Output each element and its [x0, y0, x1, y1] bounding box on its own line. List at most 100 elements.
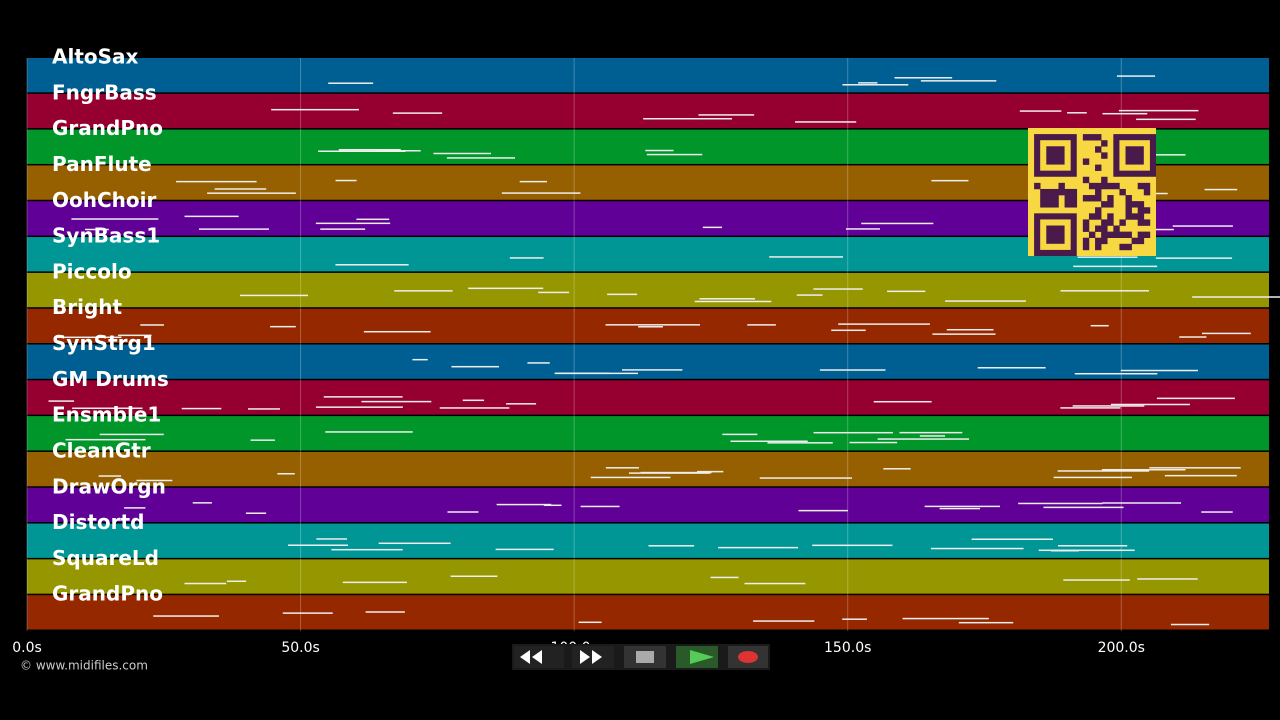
track-lane — [27, 595, 1269, 630]
qr-cell — [1095, 195, 1102, 202]
note — [1102, 502, 1182, 504]
note — [1179, 336, 1207, 338]
qr-cell — [1101, 176, 1108, 184]
play-button[interactable] — [676, 646, 718, 668]
qr-cell — [1095, 243, 1102, 251]
note — [527, 362, 550, 364]
note — [446, 157, 516, 159]
qr-cell — [1088, 134, 1096, 141]
record-button[interactable] — [728, 646, 768, 668]
qr-finder — [1125, 146, 1144, 165]
track-lane — [27, 344, 1269, 379]
qr-cell — [1034, 182, 1041, 190]
note — [646, 153, 703, 156]
note — [924, 505, 1000, 508]
note — [648, 545, 695, 547]
note — [759, 477, 852, 479]
note — [919, 435, 946, 437]
note — [316, 538, 348, 540]
note — [1060, 290, 1149, 292]
qr-cell — [1113, 225, 1120, 232]
qr-cell — [1095, 207, 1102, 214]
stop-button[interactable] — [624, 646, 666, 668]
note — [192, 502, 212, 504]
qr-cell — [1107, 201, 1114, 208]
note — [845, 228, 880, 230]
note — [699, 298, 756, 300]
note — [1170, 623, 1210, 626]
note — [335, 179, 357, 182]
track-lane — [27, 58, 1269, 93]
note — [1102, 112, 1148, 115]
note — [496, 503, 552, 506]
qr-cell — [1088, 195, 1096, 202]
qr-cell — [1125, 195, 1132, 202]
qr-cell — [1101, 237, 1108, 245]
note — [118, 334, 152, 337]
note — [328, 82, 374, 84]
note — [946, 328, 994, 331]
qr-cell — [1101, 201, 1108, 208]
note — [1192, 296, 1280, 298]
qr-cell — [1040, 201, 1047, 208]
note — [176, 180, 257, 183]
note — [48, 400, 75, 402]
note — [621, 369, 683, 371]
note — [1060, 407, 1121, 409]
qr-cell — [1107, 219, 1114, 226]
note — [207, 192, 296, 194]
note — [240, 294, 309, 297]
note — [710, 576, 739, 579]
qr-cell — [1064, 201, 1071, 208]
note — [282, 612, 333, 614]
qr-cell — [1125, 213, 1132, 220]
note — [501, 192, 581, 194]
qr-cell — [1058, 182, 1065, 190]
note — [433, 152, 491, 155]
note — [356, 218, 390, 221]
qr-cell — [1143, 219, 1151, 226]
note — [543, 504, 562, 507]
note — [842, 618, 867, 620]
icon — [738, 651, 758, 663]
qr-cell — [1107, 231, 1114, 239]
qr-cell — [1107, 213, 1114, 220]
note — [920, 80, 997, 82]
track-name: Ensmble1 — [52, 403, 161, 427]
note — [325, 431, 413, 433]
note — [1072, 405, 1145, 407]
note — [323, 396, 403, 398]
note — [450, 575, 498, 577]
note — [335, 264, 409, 266]
note — [753, 620, 815, 622]
note — [1120, 369, 1198, 372]
track-name: Piccolo — [52, 259, 132, 283]
qr-cell — [1137, 231, 1145, 239]
note — [538, 291, 570, 294]
qr-cell — [1082, 158, 1090, 165]
note — [184, 582, 227, 585]
qr-cell — [1046, 195, 1053, 202]
track-lane — [27, 308, 1269, 343]
track-lane — [27, 451, 1269, 487]
note — [181, 407, 222, 410]
track-lane — [27, 487, 1269, 523]
track-lane — [27, 272, 1269, 308]
forward-button[interactable] — [572, 646, 614, 668]
rewind-button[interactable] — [514, 646, 564, 668]
qr-cell — [1143, 188, 1151, 196]
note — [873, 400, 932, 403]
transport-controls — [512, 644, 770, 670]
qr-cell — [1125, 231, 1132, 239]
qr-cell — [1088, 231, 1096, 239]
x-tick-label: 0.0s — [12, 640, 42, 656]
note — [931, 179, 969, 182]
qr-cell — [1131, 237, 1139, 245]
note — [198, 228, 269, 230]
note — [1074, 372, 1158, 375]
qr-cell — [1095, 134, 1102, 141]
note — [1201, 332, 1251, 335]
note — [1110, 403, 1190, 406]
qr-cell — [1101, 219, 1108, 226]
qr-cell — [1119, 188, 1126, 196]
